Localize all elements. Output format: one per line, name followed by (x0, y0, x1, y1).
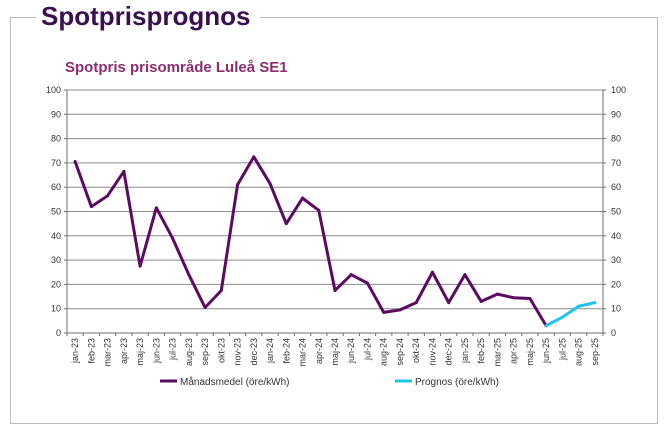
y-tick-label-right: 10 (611, 304, 621, 314)
x-tick-label: jan-23 (70, 338, 80, 364)
data-point (577, 304, 581, 308)
data-point (268, 182, 272, 186)
data-point (252, 155, 256, 159)
x-tick-label: jun-24 (346, 338, 356, 364)
chart-panel (10, 17, 658, 424)
x-tick-label: jan-25 (460, 338, 470, 364)
y-tick-label-left: 80 (51, 134, 61, 144)
y-tick-label-right: 20 (611, 279, 621, 289)
x-tick-label: feb-24 (281, 338, 291, 364)
legend-label: Prognos (öre/kWh) (415, 377, 499, 388)
y-tick-label-left: 30 (51, 255, 61, 265)
data-point (479, 299, 483, 303)
x-tick-label: feb-25 (476, 338, 486, 364)
data-point (203, 305, 207, 309)
y-tick-label-left: 0 (56, 328, 61, 338)
data-point (317, 208, 321, 212)
y-tick-label-left: 40 (51, 231, 61, 241)
x-tick-label: sep-24 (395, 338, 405, 366)
data-point (154, 206, 158, 210)
x-tick-label: jul-25 (557, 338, 567, 361)
x-tick-label: jun-25 (541, 338, 551, 364)
y-tick-label-right: 30 (611, 255, 621, 265)
y-tick-label-right: 80 (611, 134, 621, 144)
y-tick-label-right: 0 (611, 328, 616, 338)
data-point (349, 273, 353, 277)
data-point (365, 281, 369, 285)
data-point (187, 273, 191, 277)
data-point (89, 205, 93, 209)
x-tick-label: mar-24 (298, 338, 308, 367)
legend-label: Månadsmedel (öre/kWh) (180, 376, 289, 388)
data-point (122, 169, 126, 173)
x-tick-label: jun-23 (151, 338, 161, 364)
x-tick-label: dec-23 (249, 338, 259, 366)
series-line (544, 301, 597, 328)
x-tick-label: dec-24 (444, 338, 454, 366)
data-point (560, 315, 564, 319)
x-tick-label: maj-24 (330, 338, 340, 366)
x-tick-label: jan-24 (265, 338, 275, 364)
x-tick-label: feb-23 (86, 338, 96, 364)
data-point (593, 301, 597, 305)
y-tick-label-right: 70 (611, 158, 621, 168)
data-point (495, 292, 499, 296)
data-point (398, 308, 402, 312)
data-point (512, 296, 516, 300)
data-point (447, 301, 451, 305)
y-tick-label-left: 90 (51, 109, 61, 119)
data-point (528, 296, 532, 300)
page-title: Spotprisprognos (36, 0, 261, 33)
x-tick-label: sep-25 (590, 338, 600, 366)
y-tick-label-right: 60 (611, 182, 621, 192)
data-point (430, 270, 434, 274)
y-tick-label-left: 50 (51, 207, 61, 217)
y-tick-label-right: 100 (611, 85, 626, 95)
y-tick-label-right: 50 (611, 207, 621, 217)
x-tick-label: jul-24 (362, 338, 372, 361)
x-tick-label: aug-23 (184, 338, 194, 366)
x-tick-label: nov-24 (427, 338, 437, 366)
x-tick-label: apr-23 (119, 338, 129, 364)
x-tick-label: maj-23 (135, 338, 145, 366)
series-line (73, 155, 548, 328)
data-point (463, 273, 467, 277)
x-tick-label: jul-23 (168, 338, 178, 361)
x-tick-label: apr-24 (314, 338, 324, 364)
data-point (219, 288, 223, 292)
y-tick-label-left: 100 (46, 85, 61, 95)
x-tick-label: sep-23 (200, 338, 210, 366)
y-tick-label-left: 60 (51, 182, 61, 192)
x-tick-label: aug-25 (574, 338, 584, 366)
y-tick-label-left: 10 (51, 304, 61, 314)
data-point (333, 288, 337, 292)
x-tick-label: okt-24 (411, 338, 421, 363)
y-tick-label-right: 90 (611, 109, 621, 119)
data-point (138, 264, 142, 268)
data-point (414, 301, 418, 305)
data-point (544, 324, 548, 328)
y-tick-label-left: 20 (51, 279, 61, 289)
data-point (236, 183, 240, 187)
x-tick-label: mar-23 (103, 338, 113, 367)
data-point (284, 222, 288, 226)
x-tick-label: aug-24 (379, 338, 389, 366)
x-tick-label: mar-25 (492, 338, 502, 367)
y-tick-label-right: 40 (611, 231, 621, 241)
x-tick-label: maj-25 (525, 338, 535, 366)
y-tick-label-left: 70 (51, 158, 61, 168)
data-point (301, 196, 305, 200)
x-tick-label: nov-23 (233, 338, 243, 366)
data-point (171, 236, 175, 240)
data-point (106, 194, 110, 198)
x-tick-label: apr-25 (509, 338, 519, 364)
chart-title: Spotpris prisområde Luleå SE1 (65, 59, 288, 76)
x-tick-label: okt-23 (216, 338, 226, 363)
data-point (382, 310, 386, 314)
data-point (73, 160, 77, 164)
